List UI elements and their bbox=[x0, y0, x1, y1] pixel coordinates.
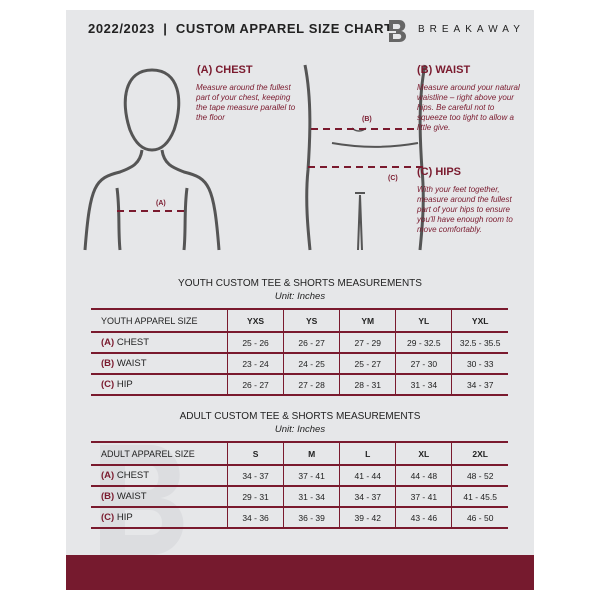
breakaway-logo-icon bbox=[384, 20, 407, 42]
table-row: (B) WAIST 29 - 31 31 - 34 34 - 37 37 - 41 41… bbox=[91, 485, 508, 508]
size-header: YM bbox=[339, 308, 396, 333]
cell: 31 - 34 bbox=[283, 485, 340, 508]
cell: 24 - 25 bbox=[283, 352, 340, 375]
youth-unit: Unit: Inches bbox=[274, 291, 326, 302]
adult-section-title: ADULT CUSTOM TEE & SHORTS MEASUREMENTS bbox=[179, 411, 421, 422]
cell: 27 - 29 bbox=[339, 331, 396, 354]
cell: 34 - 36 bbox=[226, 506, 284, 529]
row-letter: (B) bbox=[101, 491, 115, 502]
body-figures-illustration: (A) (B) (C) bbox=[83, 64, 427, 251]
cell: 36 - 39 bbox=[283, 506, 340, 529]
size-header: S bbox=[226, 441, 284, 466]
cell: 26 - 27 bbox=[226, 373, 284, 396]
cell: 34 - 37 bbox=[339, 485, 396, 508]
row-letter: (A) bbox=[101, 470, 115, 481]
cell: 41 - 44 bbox=[339, 464, 396, 487]
row-label: WAIST bbox=[116, 491, 147, 502]
waist-description: Measure around your natural waistline – … bbox=[417, 83, 520, 132]
adult-unit: Unit: Inches bbox=[274, 424, 326, 435]
cell: 39 - 42 bbox=[339, 506, 396, 529]
size-header: M bbox=[283, 441, 340, 466]
row-letter: (C) bbox=[101, 512, 115, 523]
size-header: YXS bbox=[226, 308, 284, 333]
cell: 27 - 30 bbox=[395, 352, 452, 375]
marker-a: (A) bbox=[156, 200, 166, 207]
hips-description: With your feet together, measure around … bbox=[417, 185, 513, 234]
cell: 46 - 50 bbox=[451, 506, 508, 529]
footer-bar bbox=[66, 555, 534, 590]
row-letter: (B) bbox=[101, 358, 115, 369]
cell: 23 - 24 bbox=[226, 352, 284, 375]
cell: 29 - 32.5 bbox=[395, 331, 452, 354]
table-row: (A) CHEST 25 - 26 26 - 27 27 - 29 29 - 32.5… bbox=[91, 331, 508, 354]
row-letter: (C) bbox=[101, 379, 115, 390]
cell: 27 - 28 bbox=[283, 373, 340, 396]
row-label: WAIST bbox=[116, 358, 147, 369]
size-header: L bbox=[339, 441, 396, 466]
cell: 43 - 46 bbox=[395, 506, 452, 529]
table-row: (B) WAIST 23 - 24 24 - 25 25 - 27 27 - 30 30… bbox=[91, 352, 508, 375]
cell: 41 - 45.5 bbox=[451, 485, 508, 508]
chest-heading: (A) CHEST bbox=[197, 64, 253, 76]
hips-heading: (C) HIPS bbox=[417, 166, 461, 178]
waist-heading: (B) WAIST bbox=[417, 64, 471, 76]
table-row: (C) HIP 34 - 36 36 - 39 39 - 42 43 - 46 46 -… bbox=[91, 506, 508, 529]
size-header: YL bbox=[395, 308, 452, 333]
size-header: YXL bbox=[451, 308, 508, 333]
table-row: (C) HIP 26 - 27 27 - 28 28 - 31 31 - 34 34 -… bbox=[91, 373, 508, 396]
cell: 32.5 - 35.5 bbox=[451, 331, 508, 354]
cell: 25 - 26 bbox=[226, 331, 284, 354]
youth-size-table: YOUTH APPAREL SIZE YXS YS YM YL YXL (A) CHES… bbox=[91, 308, 508, 396]
cell: 29 - 31 bbox=[226, 485, 284, 508]
adult-size-table: ADULT APPAREL SIZE S M L XL 2XL (A) CHEST 34… bbox=[91, 441, 508, 529]
row-label: HIP bbox=[116, 379, 133, 390]
row-label: HIP bbox=[116, 512, 133, 523]
youth-header-label: YOUTH APPAREL SIZE bbox=[91, 308, 228, 333]
row-label: CHEST bbox=[116, 470, 150, 481]
cell: 30 - 33 bbox=[451, 352, 508, 375]
cell: 44 - 48 bbox=[395, 464, 452, 487]
chest-description: Measure around the fullest part of your … bbox=[196, 83, 296, 122]
cell: 25 - 27 bbox=[339, 352, 396, 375]
size-header: YS bbox=[283, 308, 340, 333]
cell: 26 - 27 bbox=[283, 331, 340, 354]
cell: 28 - 31 bbox=[339, 373, 396, 396]
cell: 37 - 41 bbox=[395, 485, 452, 508]
table-row: (A) CHEST 34 - 37 37 - 41 41 - 44 44 - 48 48… bbox=[91, 464, 508, 487]
size-header: 2XL bbox=[451, 441, 508, 466]
cell: 37 - 41 bbox=[283, 464, 340, 487]
row-label: CHEST bbox=[116, 337, 150, 348]
row-letter: (A) bbox=[101, 337, 115, 348]
brand-name: BREAKAWAY bbox=[418, 24, 525, 35]
cell: 48 - 52 bbox=[451, 464, 508, 487]
page-title: 2022/2023 | CUSTOM APPAREL SIZE CHART bbox=[88, 21, 393, 36]
adult-header-label: ADULT APPAREL SIZE bbox=[91, 441, 228, 466]
marker-b: (B) bbox=[362, 116, 372, 123]
youth-section-title: YOUTH CUSTOM TEE & SHORTS MEASUREMENTS bbox=[178, 278, 422, 289]
cell: 34 - 37 bbox=[451, 373, 508, 396]
cell: 34 - 37 bbox=[226, 464, 284, 487]
marker-c: (C) bbox=[388, 175, 398, 182]
size-header: XL bbox=[395, 441, 452, 466]
cell: 31 - 34 bbox=[395, 373, 452, 396]
